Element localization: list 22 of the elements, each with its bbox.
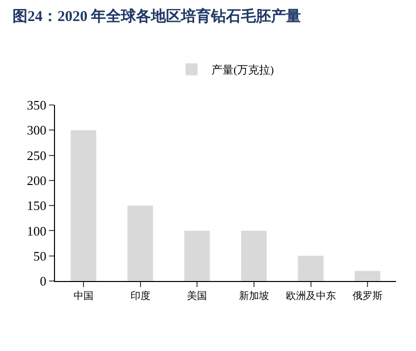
bar: [70, 130, 96, 281]
y-tick-label: 50: [33, 248, 46, 264]
y-tick-label: 300: [26, 122, 46, 138]
x-tick-label: 欧洲及中东: [286, 290, 336, 302]
bar: [127, 205, 154, 281]
x-tick-label: 新加坡: [238, 290, 269, 302]
x-tick-label: 俄罗斯: [352, 290, 383, 302]
y-tick-label: 350: [26, 98, 46, 113]
bar: [354, 270, 381, 281]
x-tick-label: 美国: [187, 290, 208, 302]
bar: [240, 230, 267, 281]
bar: [184, 230, 210, 281]
x-tick-label: 印度: [130, 290, 150, 302]
chart-title: 图24：2020 年全球各地区培育钻石毛胚产量: [12, 7, 302, 26]
y-tick-label: 200: [26, 172, 46, 188]
y-tick-label: 0: [40, 274, 46, 289]
y-tick-label: 100: [26, 223, 46, 238]
bar: [298, 256, 324, 281]
y-tick-label: 250: [26, 148, 46, 163]
y-tick-label: 150: [26, 198, 46, 214]
legend-label: 产量(万克拉): [212, 64, 274, 77]
x-tick-label: 中国: [73, 290, 94, 302]
